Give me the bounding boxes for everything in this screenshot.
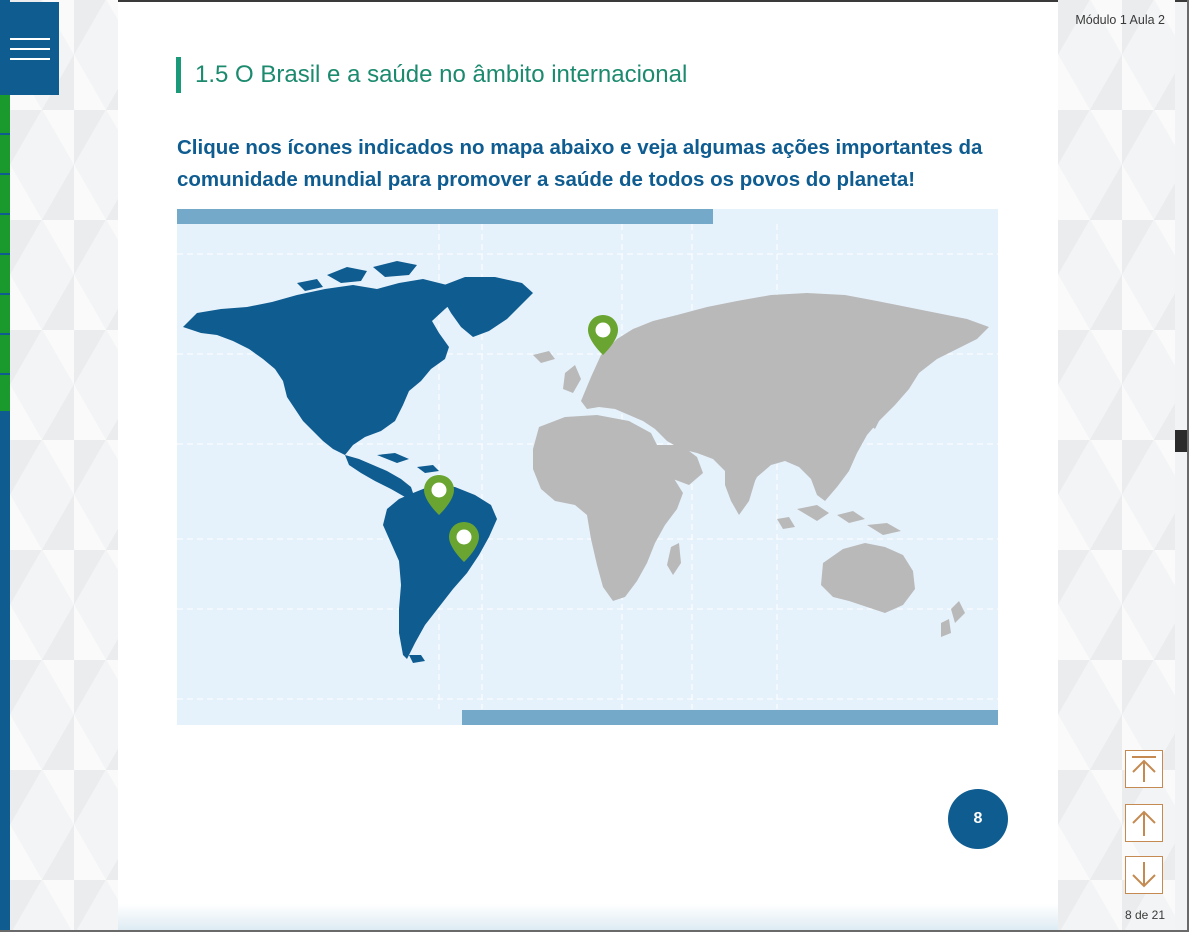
- europe-pin[interactable]: [588, 315, 618, 355]
- previous-page-button[interactable]: [1125, 804, 1163, 842]
- progress-segment-complete[interactable]: [0, 375, 10, 411]
- map-top-bar: [177, 209, 713, 224]
- arrow-up-icon: [1132, 810, 1156, 836]
- other-continents: [533, 293, 989, 637]
- scrollbar-handle[interactable]: [1175, 430, 1187, 452]
- window-top-border: [0, 0, 1189, 2]
- world-map: [177, 209, 998, 725]
- hamburger-icon-line: [9, 57, 50, 60]
- progress-segment-complete[interactable]: [0, 135, 10, 173]
- map-bottom-bar: [462, 710, 998, 725]
- content-page: 1.5 O Brasil e a saúde no âmbito interna…: [118, 2, 1058, 930]
- right-background-pattern: [1058, 0, 1175, 932]
- left-background-pattern: [10, 0, 118, 932]
- menu-button[interactable]: [0, 2, 59, 95]
- progress-segment-complete[interactable]: [0, 215, 10, 253]
- page-counter: 8 de 21: [1124, 908, 1165, 922]
- section-title: 1.5 O Brasil e a saúde no âmbito interna…: [176, 57, 687, 93]
- breadcrumb: Módulo 1 Aula 2: [1075, 13, 1165, 27]
- brasilia-pin[interactable]: [449, 522, 479, 562]
- progress-segment-complete[interactable]: [0, 295, 10, 333]
- go-to-top-button[interactable]: [1125, 750, 1163, 788]
- page-bottom-shade: [118, 904, 1058, 930]
- page-number-badge: 8: [948, 789, 1008, 849]
- intro-text: Clique nos ícones indicados no mapa abai…: [177, 136, 983, 191]
- progress-segment-complete[interactable]: [0, 175, 10, 213]
- progress-rail: [0, 0, 10, 932]
- hamburger-icon-line: [9, 37, 50, 40]
- window-right-border: [1187, 0, 1189, 932]
- hamburger-icon-line: [9, 47, 50, 50]
- progress-segment-complete[interactable]: [0, 95, 10, 133]
- arrow-top-icon: [1132, 756, 1156, 782]
- progress-segment-complete[interactable]: [0, 335, 10, 373]
- next-page-button[interactable]: [1125, 856, 1163, 894]
- arrow-down-icon: [1132, 862, 1156, 888]
- amazon-pin[interactable]: [424, 475, 454, 515]
- progress-segment-complete[interactable]: [0, 255, 10, 293]
- americas-landmass: [183, 261, 533, 663]
- world-map-svg: [177, 224, 998, 709]
- window-bottom-border: [0, 930, 1189, 932]
